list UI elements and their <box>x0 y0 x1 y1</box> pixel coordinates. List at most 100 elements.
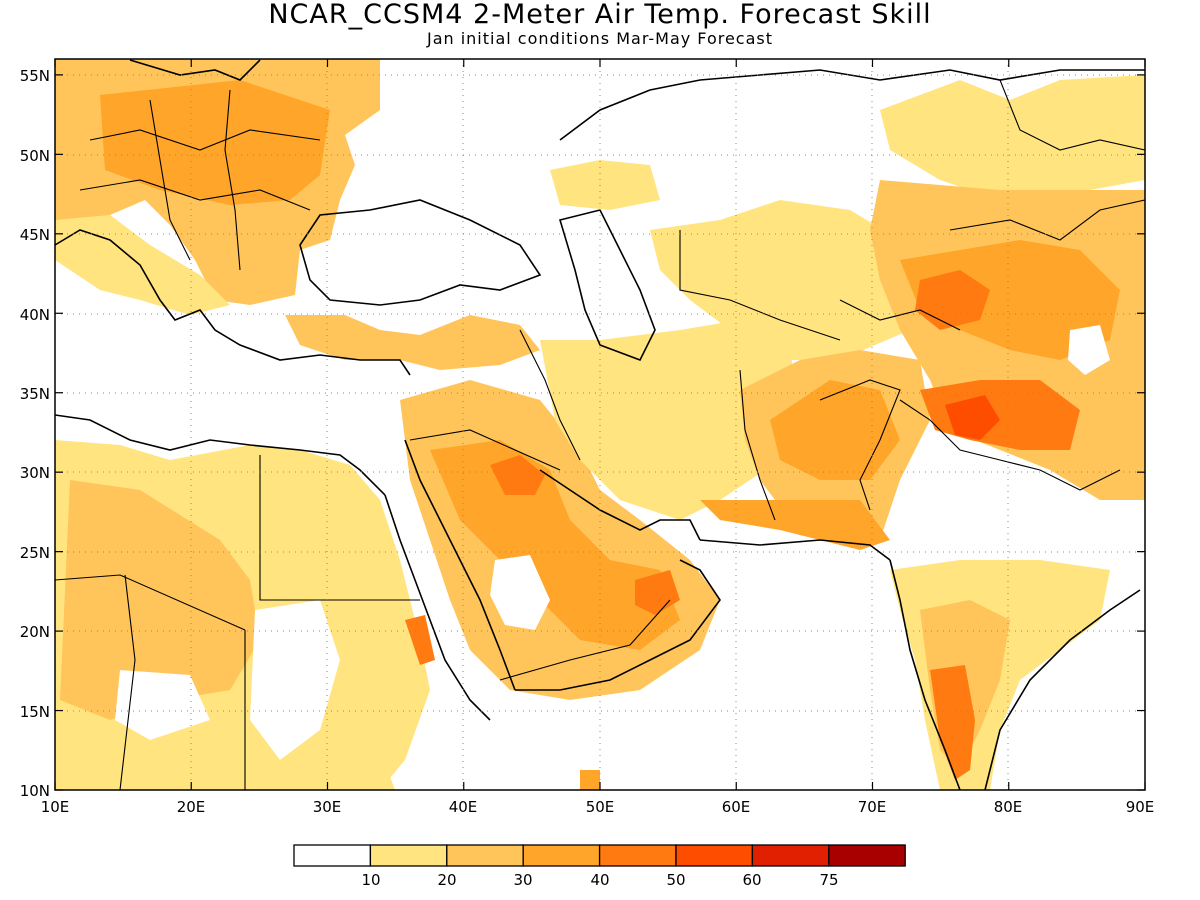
lat-tick-label: 55N <box>20 67 50 85</box>
shade-region-central-asia <box>650 200 930 360</box>
chart-subtitle: Jan initial conditions Mar-May Forecast <box>426 29 774 48</box>
border-africa-4 <box>119 574 136 790</box>
shade-region-caspian-north <box>550 160 660 210</box>
shade-patch-yemen-coast <box>580 770 600 790</box>
lon-tick-label: 90E <box>1126 798 1155 816</box>
border-central-1 <box>679 230 841 341</box>
border-mongolia <box>999 79 1145 151</box>
shade-region-sahel-gap <box>250 600 340 760</box>
borders <box>55 79 1145 790</box>
colorbar-label: 10 <box>361 871 380 889</box>
shade-region-africa-core <box>60 480 260 720</box>
lon-tick-labels: 10E 20E 30E 40E 50E 60E 70E 80E 90E <box>41 798 1155 816</box>
coast-india-east <box>984 589 1141 790</box>
lat-tick-labels: 55N 50N 45N 40N 35N 30N 25N 20N 15N 10N <box>20 67 50 800</box>
lon-tick-label: 60E <box>722 798 751 816</box>
colorbar-labels: 10 20 30 40 50 60 75 <box>361 871 838 889</box>
lat-tick-label: 50N <box>20 147 50 165</box>
lon-tick-label: 20E <box>177 798 206 816</box>
lon-tick-label: 40E <box>449 798 478 816</box>
shade-region-india-hot <box>930 665 975 780</box>
shade-region-arabia-core <box>430 440 680 650</box>
colorbar-label: 40 <box>590 871 609 889</box>
coast-red-sea-west <box>384 494 491 721</box>
shade-region-north-strip <box>880 75 1145 200</box>
border-europe-3 <box>149 99 191 261</box>
shade-region-africa-gap <box>115 670 210 740</box>
coast-persian-gulf <box>539 469 701 541</box>
lon-tick-label: 80E <box>994 798 1023 816</box>
coast-caspian <box>558 209 656 362</box>
shade-region-afghanistan-core <box>770 380 900 480</box>
skill-shading <box>55 59 1145 790</box>
colorbar-label: 60 <box>742 871 761 889</box>
lat-tick-label: 35N <box>20 385 50 403</box>
colorbar-label: 30 <box>513 871 532 889</box>
colorbar-label: 50 <box>666 871 685 889</box>
border-iran-east <box>739 369 776 521</box>
shade-patch-red-sea <box>405 615 435 665</box>
coastlines <box>55 59 1145 790</box>
colorbar-swatch <box>446 844 524 867</box>
lon-tick-label: 10E <box>41 798 70 816</box>
colorbar-label: 20 <box>437 871 456 889</box>
border-arabia-1 <box>409 429 561 471</box>
coast-iran-south <box>699 539 891 561</box>
shade-patch-ethiopia <box>345 750 395 790</box>
shade-region-oman-hot <box>635 570 680 615</box>
border-europe-4 <box>224 89 241 271</box>
lon-tick-label: 30E <box>313 798 342 816</box>
coast-baltic <box>129 59 261 81</box>
lat-tick-label: 15N <box>20 703 50 721</box>
shade-region-east-gap <box>1068 325 1110 375</box>
shade-region-arabia-hot <box>490 455 545 495</box>
lat-tick-label: 40N <box>20 306 50 324</box>
coast-red-sea-east <box>404 439 516 691</box>
colorbar-swatch <box>675 844 754 867</box>
border-india-north <box>899 399 1121 491</box>
colorbar-swatch <box>369 844 448 867</box>
lat-tick-label: 20N <box>20 623 50 641</box>
colorbar-label: 75 <box>819 871 838 889</box>
shade-region-arabia-gap <box>490 555 550 630</box>
shade-region-india-gap <box>940 465 1020 545</box>
shade-region-europe-core <box>100 80 330 205</box>
axis-ticks <box>54 59 1146 791</box>
shade-region-anatolia <box>285 315 540 370</box>
coast-mediterranean-north <box>55 229 411 376</box>
lat-tick-label: 30N <box>20 464 50 482</box>
lon-tick-label: 70E <box>858 798 887 816</box>
shade-region-east-asia-core <box>900 240 1120 360</box>
lat-tick-label: 10N <box>20 782 50 800</box>
border-china-north <box>949 199 1145 241</box>
chart-title: NCAR_CCSM4 2-Meter Air Temp. Forecast Sk… <box>268 0 932 30</box>
colorbar-swatch <box>751 844 830 867</box>
lon-tick-label: 50E <box>586 798 615 816</box>
colorbar-swatch <box>522 844 601 867</box>
lat-tick-label: 45N <box>20 226 50 244</box>
border-afg-pak <box>819 379 901 511</box>
border-central-2 <box>839 299 961 331</box>
shade-region-europe-south <box>55 215 230 315</box>
coast-arabia-south <box>515 559 721 691</box>
border-africa-1 <box>55 574 246 631</box>
colorbar <box>293 844 906 867</box>
coast-black-sea <box>299 199 542 306</box>
shade-region-tibet-hot <box>915 270 990 330</box>
border-iraq-iran <box>519 329 581 461</box>
colorbar-swatch <box>293 844 372 867</box>
shade-region-pakistan-south <box>700 500 890 550</box>
border-arabia-2 <box>499 599 671 681</box>
colorbar-swatch <box>598 844 677 867</box>
border-europe-2 <box>79 179 311 211</box>
shade-region-iran <box>540 320 800 520</box>
shade-region-himalaya-peak <box>945 395 1000 440</box>
coast-africa-north <box>55 414 386 496</box>
lat-tick-label: 25N <box>20 544 50 562</box>
border-africa-2 <box>259 455 420 601</box>
colorbar-swatch <box>828 844 906 867</box>
coast-north-ocean <box>559 69 1145 141</box>
border-europe-1 <box>89 129 321 151</box>
coast-india-west <box>889 559 961 790</box>
